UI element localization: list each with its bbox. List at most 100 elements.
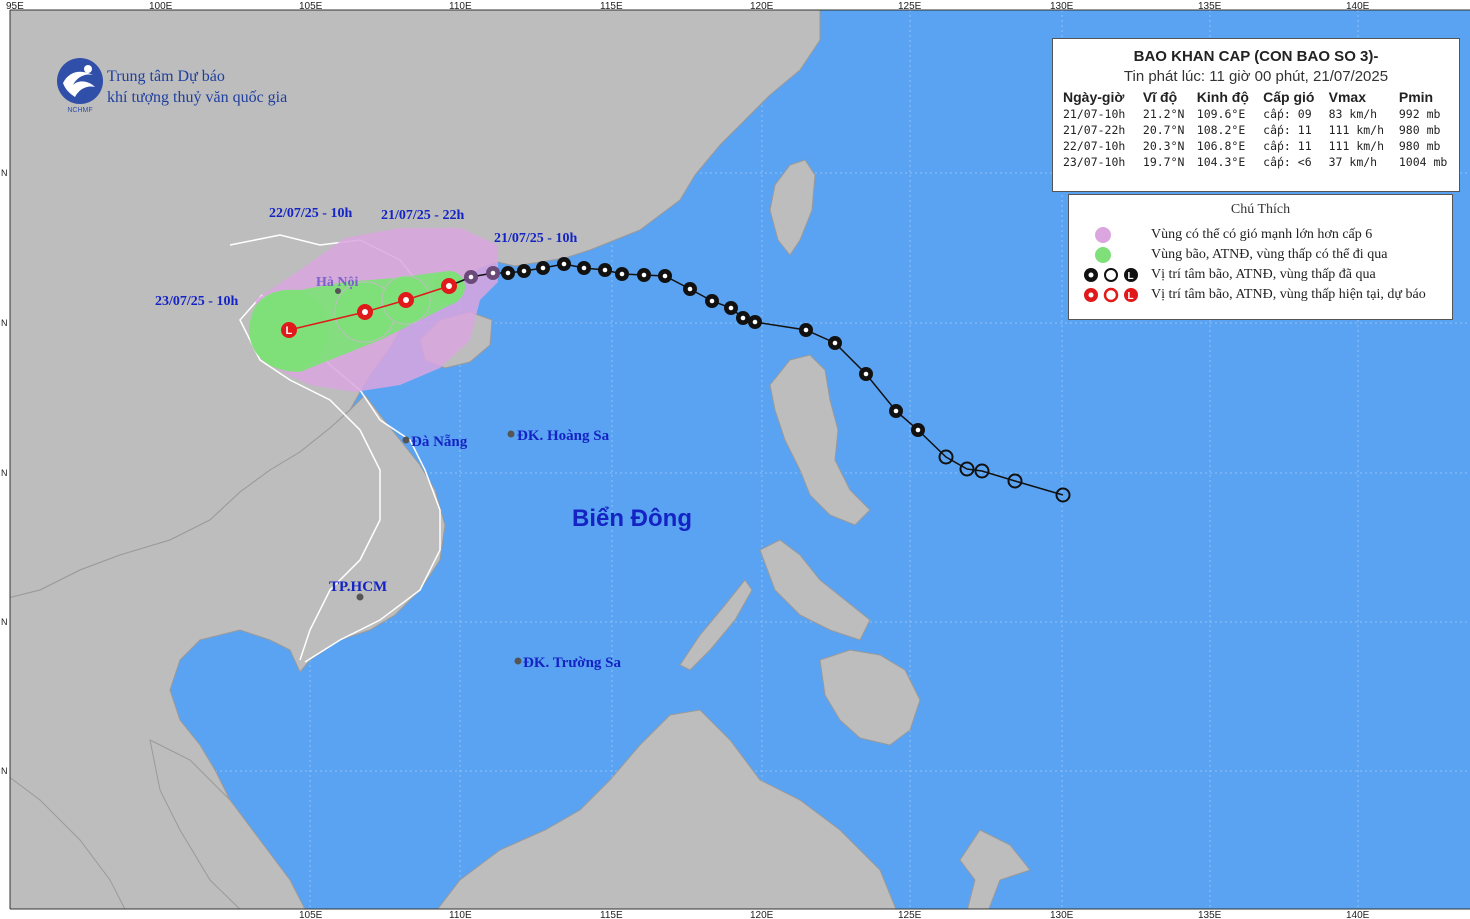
land-sulawesi [959, 829, 1031, 919]
bottom-tick-label: 120E [750, 910, 774, 919]
storm-zone-swatch-icon [1095, 247, 1111, 263]
bulletin-title: BAO KHAN CAP (CON BAO SO 3)- [1133, 48, 1379, 65]
land-palawan [679, 579, 753, 671]
forecast-marker-storm-1 [441, 278, 457, 294]
left-tick-label: N [1, 766, 8, 776]
col-header: Pmin [1398, 89, 1434, 105]
past-storm-marker [683, 282, 697, 296]
table-cell: cấp: <6 [1263, 155, 1312, 169]
label-danang: Đà Nẵng [411, 434, 468, 450]
bottom-tick-label: 135E [1198, 910, 1222, 919]
top-tick-label: 95E [6, 1, 24, 12]
table-cell: cấp: 11 [1263, 123, 1312, 137]
left-axis: N N N N N [1, 168, 8, 776]
forecast-marker-storm-2 [398, 292, 414, 308]
table-cell: 21/07-22h [1063, 123, 1126, 137]
table-cell: 111 km/h [1328, 123, 1385, 137]
legend-item-label: Vùng có thể có gió mạnh lớn hơn cấp 6 [1151, 227, 1373, 242]
wind-zone-swatch-icon [1095, 227, 1111, 243]
land-borneo [429, 709, 901, 919]
past-storm-marker [501, 266, 515, 280]
label-hanoi: Hà Nội [316, 275, 359, 290]
top-tick-label: 120E [750, 1, 774, 12]
table-row: 21/07-10h 21.2°N 109.6°E cấp: 09 83 km/h… [1053, 106, 1459, 122]
bulletin-header-row: Ngày-giờ Vĩ độ Kinh độ Cấp gió Vmax Pmin [1053, 88, 1459, 106]
bottom-axis: 105E 110E 115E 120E 125E 130E 135E 140E [299, 910, 1370, 919]
table-cell: 980 mb [1398, 123, 1441, 137]
table-cell: 19.7°N [1142, 155, 1185, 169]
track-label-1: 21/07/25 - 10h [494, 231, 577, 246]
nchmf-logo: NCHMF [57, 58, 103, 114]
top-tick-label: 105E [299, 1, 323, 12]
bottom-tick-label: 115E [600, 910, 623, 919]
agency-name-line1: Trung tâm Dự báo [107, 68, 225, 85]
past-storm-marker [828, 336, 842, 350]
past-storm-marker [705, 294, 719, 308]
past-storm-marker [724, 301, 738, 315]
past-storm-marker [615, 267, 629, 281]
left-tick-label: N [1, 468, 8, 478]
track-label-3: 22/07/25 - 10h [269, 206, 352, 221]
truongsa-dot [514, 657, 522, 665]
svg-text:L: L [286, 325, 293, 337]
table-cell: 21.2°N [1142, 107, 1185, 121]
bottom-axis-bar [0, 909, 1470, 919]
legend-item-label: Vùng bão, ATNĐ, vùng thấp có thể đi qua [1151, 247, 1388, 262]
col-header: Kinh độ [1196, 89, 1249, 105]
bottom-tick-label: 140E [1346, 910, 1370, 919]
legend-item-storm-zone: Vùng bão, ATNĐ, vùng thấp có thể đi qua [1081, 245, 1451, 265]
table-cell: 20.3°N [1142, 139, 1185, 153]
top-axis: 95E 100E 105E 110E 115E 120E 125E 130E 1… [6, 1, 1370, 12]
table-cell: 104.3°E [1196, 155, 1246, 169]
table-row: 21/07-22h 20.7°N 108.2°E cấp: 11 111 km/… [1053, 122, 1459, 138]
top-tick-label: 110E [449, 1, 472, 12]
forecast-track [288, 285, 450, 331]
past-storm-marker [748, 315, 762, 329]
col-header: Vĩ độ [1142, 89, 1178, 105]
logo-abbr: NCHMF [67, 107, 92, 114]
hoangsa-dot [507, 430, 515, 438]
table-cell: 106.8°E [1196, 139, 1246, 153]
past-storm-marker [911, 423, 925, 437]
past-low-marker [974, 463, 990, 479]
legend-title: Chú Thích [1230, 202, 1291, 217]
top-tick-label: 130E [1050, 1, 1074, 12]
danang-dot [402, 436, 410, 444]
bulletin-box: BAO KHAN CAP (CON BAO SO 3)- Tin phát lú… [1052, 38, 1460, 192]
land-taiwan [769, 159, 816, 256]
past-storm-marker [658, 269, 672, 283]
label-sea: Biển Đông [572, 505, 692, 532]
agency-name: Trung tâm Dự báo khí tượng thuỷ văn quốc… [107, 66, 287, 108]
top-tick-label: 115E [600, 1, 623, 12]
land-indochina [0, 394, 446, 919]
land-luzon [769, 354, 871, 526]
land-malaysia [149, 739, 311, 919]
table-row: 23/07-10h 19.7°N 104.3°E cấp: <6 37 km/h… [1053, 154, 1459, 170]
hanoi-dot [335, 288, 341, 294]
past-low-marker [959, 461, 975, 477]
col-header: Vmax [1328, 89, 1366, 105]
top-tick-label: 135E [1198, 1, 1222, 12]
legend-box: Chú Thích Vùng có thể có gió mạnh lớn hơ… [1068, 194, 1453, 320]
hcm-dot [356, 593, 364, 601]
top-tick-label: 100E [149, 1, 173, 12]
top-tick-label: 140E [1346, 1, 1370, 12]
past-storm-marker [464, 270, 478, 284]
forecast-marker-storm-3 [357, 304, 373, 320]
past-storm-marker [736, 311, 750, 325]
past-storm-marker [557, 257, 571, 271]
table-cell: 111 km/h [1328, 139, 1385, 153]
legend-item-wind-zone: Vùng có thể có gió mạnh lớn hơn cấp 6 [1081, 225, 1451, 245]
top-axis-bar [0, 0, 1470, 10]
table-cell: 23/07-10h [1063, 155, 1126, 169]
table-cell: 21/07-10h [1063, 107, 1126, 121]
table-cell: 1004 mb [1398, 155, 1448, 169]
svg-text:L: L [1128, 271, 1134, 282]
bottom-tick-label: 125E [898, 910, 922, 919]
bulletin-table: Ngày-giờ Vĩ độ Kinh độ Cấp gió Vmax Pmin… [1053, 88, 1459, 170]
table-cell: 37 km/h [1328, 155, 1378, 169]
bottom-tick-label: 105E [299, 910, 323, 919]
agency-name-line2: khí tượng thuỷ văn quốc gia [107, 89, 288, 106]
col-header: Cấp gió [1263, 89, 1315, 105]
